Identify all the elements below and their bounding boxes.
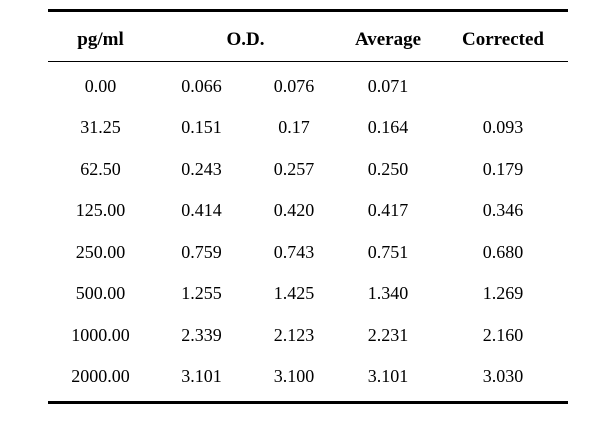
- table-row: 125.00 0.414 0.420 0.417 0.346: [48, 190, 568, 232]
- cell-od-2: 0.420: [273, 200, 315, 221]
- cell-corrected: 0.346: [482, 200, 524, 221]
- header-row: pg/ml O.D. Average Corrected: [48, 12, 568, 61]
- table-row: 250.00 0.759 0.743 0.751 0.680: [48, 232, 568, 274]
- cell-od-1: 0.151: [181, 117, 222, 138]
- header-rule-row: [48, 61, 568, 62]
- cell-corrected: 0.179: [482, 158, 524, 179]
- table-row: 62.50 0.243 0.257 0.250 0.179: [48, 149, 568, 191]
- cell-average: 0.751: [367, 241, 409, 262]
- cell-average: 2.231: [367, 324, 409, 345]
- table-row: 2000.00 3.101 3.100 3.101 3.030: [48, 356, 568, 398]
- cell-concentration: 250.00: [75, 241, 126, 262]
- cell-concentration: 62.50: [80, 158, 121, 179]
- table-body: 0.00 0.066 0.076 0.071 31.25 0.151 0.17 …: [48, 62, 568, 398]
- cell-od-2: 0.17: [278, 117, 310, 138]
- cell-od-2: 0.076: [273, 76, 315, 96]
- cell-od-1: 0.066: [181, 76, 222, 96]
- table-header: pg/ml O.D. Average Corrected: [48, 12, 568, 61]
- cell-od-1: 3.101: [181, 366, 222, 387]
- table-row: 1000.00 2.339 2.123 2.231 2.160: [48, 315, 568, 357]
- cell-od-1: 0.243: [181, 158, 222, 179]
- cell-concentration: 2000.00: [71, 366, 130, 387]
- cell-concentration: 125.00: [75, 200, 126, 221]
- cell-corrected: 2.160: [482, 324, 524, 345]
- cell-average: 0.417: [367, 200, 409, 221]
- cell-od-2: 2.123: [273, 324, 315, 345]
- cell-average: 0.164: [367, 117, 409, 138]
- table-top-rule: [48, 9, 568, 12]
- header-average: Average: [354, 28, 422, 50]
- data-table-container: pg/ml O.D. Average Corrected 0.00 0.066 …: [48, 9, 568, 404]
- cell-concentration: 500.00: [75, 283, 126, 304]
- cell-od-2: 0.257: [273, 158, 315, 179]
- table-bottom-rule: [48, 400, 568, 404]
- cell-od-1: 2.339: [181, 324, 222, 345]
- cell-average: 0.250: [367, 158, 409, 179]
- header-concentration: pg/ml: [77, 28, 124, 50]
- table-row: 500.00 1.255 1.425 1.340 1.269: [48, 273, 568, 315]
- header-corrected: Corrected: [462, 28, 544, 50]
- cell-concentration: 0.00: [84, 76, 117, 96]
- cell-average: 0.071: [367, 76, 409, 96]
- od-standard-table: pg/ml O.D. Average Corrected 0.00 0.066 …: [48, 12, 568, 398]
- table-header-rule: [48, 61, 568, 62]
- header-od: O.D.: [226, 28, 265, 50]
- cell-corrected: 0.680: [482, 241, 524, 262]
- cell-od-2: 3.100: [273, 366, 315, 387]
- cell-average: 1.340: [367, 283, 409, 304]
- cell-od-2: 0.743: [273, 241, 315, 262]
- cell-average: 3.101: [367, 366, 409, 387]
- cell-corrected: 1.269: [482, 283, 524, 304]
- table-row: 31.25 0.151 0.17 0.164 0.093: [48, 107, 568, 149]
- cell-od-1: 0.414: [181, 200, 222, 221]
- cell-corrected: [438, 62, 568, 107]
- cell-od-1: 0.759: [181, 241, 222, 262]
- cell-concentration: 1000.00: [71, 324, 130, 345]
- cell-concentration: 31.25: [80, 117, 121, 138]
- cell-corrected: 3.030: [482, 366, 524, 387]
- cell-od-1: 1.255: [181, 283, 222, 304]
- cell-corrected: 0.093: [482, 117, 524, 138]
- table-row: 0.00 0.066 0.076 0.071: [48, 62, 568, 107]
- cell-od-2: 1.425: [273, 283, 315, 304]
